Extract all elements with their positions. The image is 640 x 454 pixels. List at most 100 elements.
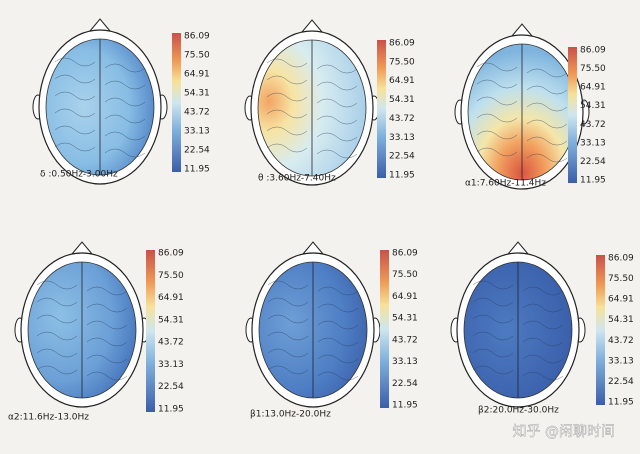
colorbar-tick-label: 11.95 [389,171,415,181]
nose [302,241,324,255]
gyrus [54,57,146,73]
nose [71,241,93,255]
colorbar-tick-label: 11.95 [392,401,418,411]
colorbar-tick-label: 43.72 [158,338,184,348]
topomap-panel: 86.09 75.50 64.91 54.31 43.72 33.13 22.54 11.95… [8,241,184,423]
gyrus [266,126,358,142]
colorbar-tick-label: 54.31 [389,95,415,105]
nose [301,19,323,33]
colorbar-tick-label: 11.95 [184,165,210,175]
colorbar-tick-label: 43.72 [608,336,634,346]
colorbar-tick-label: 22.54 [580,157,606,167]
panel-label: θ :3.60Hz-7.40Hz [258,174,336,184]
topomap-panel: 86.09 75.50 64.91 54.31 43.72 33.13 22.54 11.95… [450,241,634,416]
topomap-panel: 86.09 75.50 64.91 54.31 43.72 33.13 22.54 11.95… [244,19,415,186]
gyrus [54,108,146,124]
gyrus [476,113,568,129]
colorbar-tick-label: 54.31 [392,314,418,324]
gyrus [267,297,359,313]
gyrus [36,348,128,364]
colorbar-tick-label: 22.54 [608,377,634,387]
gyrus [54,91,146,107]
gyrus [267,365,359,381]
nose [511,23,533,37]
gyrus [266,58,358,74]
colorbar-tick-label: 64.91 [158,293,184,303]
colorbar-tick-label: 75.50 [389,57,415,67]
colorbar-tick-label: 75.50 [158,271,184,281]
colorbar-tick-label: 33.13 [608,356,634,366]
gyrus [36,314,128,330]
gyrus [476,62,568,78]
colorbar-tick-label: 75.50 [184,51,210,61]
gyrus [472,314,564,330]
colorbar-tick-label: 54.31 [184,89,210,99]
colorbar [380,250,389,408]
gyrus [36,280,128,296]
colorbar-tick-label: 11.95 [608,398,634,408]
colorbar-tick-label: 33.13 [580,138,606,148]
colorbar-tick-label: 64.91 [389,76,415,86]
colorbar-tick-label: 86.09 [184,32,210,42]
gyrus [266,143,358,159]
panel-label: β1:13.0Hz-20.0Hz [250,410,331,420]
gyrus [54,74,146,90]
colorbar-tick-label: 11.95 [158,405,184,415]
colorbar [568,47,577,183]
colorbar-tick-label: 33.13 [389,133,415,143]
gyrus [472,365,564,381]
gyrus [472,297,564,313]
panel-label: β2:20.0Hz-30.0Hz [478,406,559,416]
gyrus [266,92,358,108]
gyrus [266,109,358,125]
colorbar-tick-label: 75.50 [392,270,418,280]
colorbar-tick-label: 43.72 [580,120,606,130]
colorbar-tick-label: 22.54 [389,152,415,162]
colorbar [596,255,605,405]
colorbar-tick-label: 86.09 [158,249,184,259]
colorbar-tick-label: 64.91 [580,83,606,93]
gyrus [472,280,564,296]
colorbar-tick-label: 43.72 [392,335,418,345]
gyrus [54,125,146,141]
colorbar-tick-label: 86.09 [608,254,634,264]
gyrus [36,331,128,347]
colorbar-tick-label: 22.54 [392,379,418,389]
colorbar-tick-label: 64.91 [392,292,418,302]
panel-label: δ :0.50Hz-3.00Hz [40,170,118,180]
nose [507,241,529,255]
gyrus [476,130,568,146]
colorbar-tick-label: 86.09 [580,46,606,56]
gyrus [472,331,564,347]
colorbar-tick-label: 64.91 [184,70,210,80]
gyrus [267,348,359,364]
topomap-panel: 86.09 75.50 64.91 54.31 43.72 33.13 22.54 11.95… [245,241,418,420]
colorbar [377,40,386,178]
colorbar-tick-label: 33.13 [184,127,210,137]
colorbar-tick-label: 43.72 [389,114,415,124]
watermark: 知乎 @闲聊时间 [513,423,615,440]
colorbar-tick-label: 54.31 [608,315,634,325]
gyrus [36,365,128,381]
colorbar-tick-label: 86.09 [389,39,415,49]
nose [89,18,111,32]
panel-label: α2:11.6Hz-13.0Hz [8,413,89,423]
gyrus [267,331,359,347]
colorbar-tick-label: 11.95 [580,176,606,186]
panel-label: α1:7.60Hz-11.4Hz [465,179,546,189]
colorbar [146,250,155,412]
gyrus [36,297,128,313]
colorbar-tick-label: 64.91 [608,295,634,305]
colorbar [172,33,181,172]
gyrus [472,348,564,364]
colorbar-tick-label: 33.13 [392,357,418,367]
colorbar-tick-label: 33.13 [158,360,184,370]
colorbar-tick-label: 43.72 [184,108,210,118]
gyrus [267,314,359,330]
gyrus [266,75,358,91]
colorbar-tick-label: 54.31 [158,315,184,325]
colorbar-tick-label: 86.09 [392,249,418,259]
gyrus [476,147,568,163]
colorbar-tick-label: 22.54 [184,146,210,156]
